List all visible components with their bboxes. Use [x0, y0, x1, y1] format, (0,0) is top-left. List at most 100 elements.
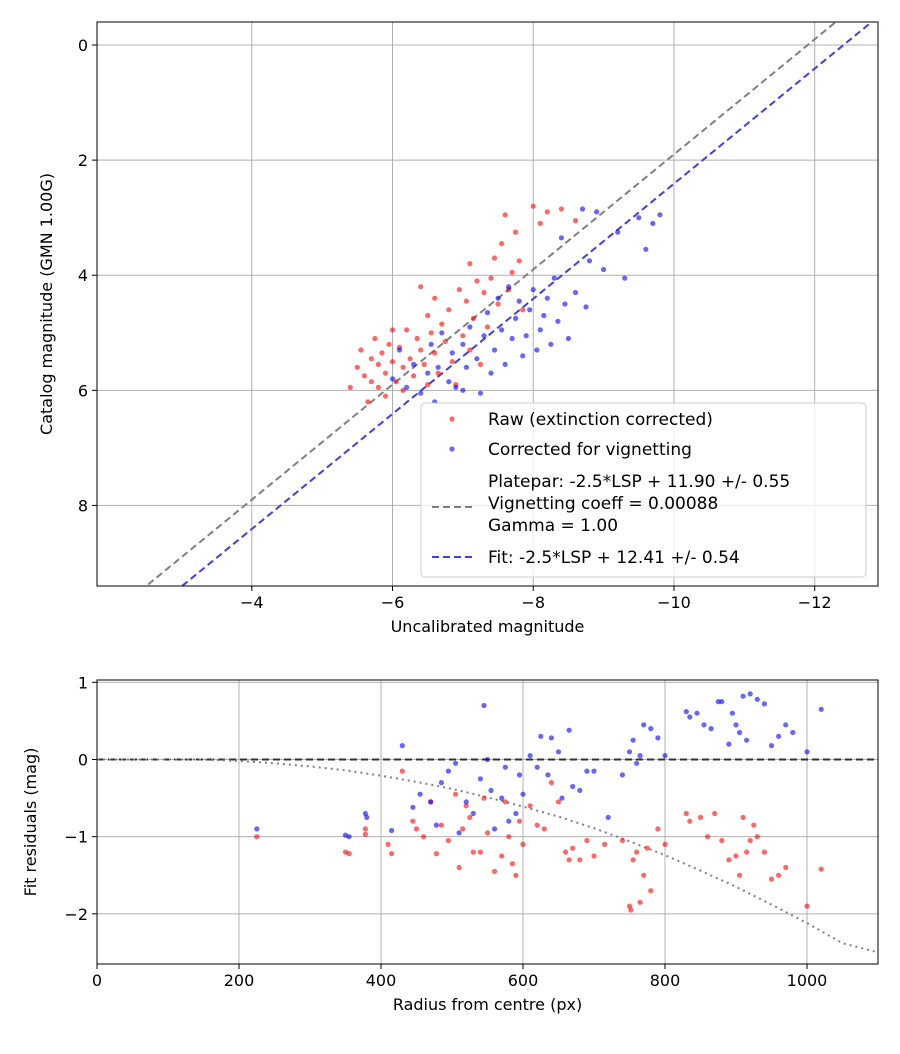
- legend-label: Corrected for vignetting: [488, 440, 692, 460]
- data-point: [563, 849, 569, 855]
- data-point: [516, 298, 522, 304]
- data-point: [523, 333, 529, 339]
- data-point: [445, 768, 451, 774]
- data-point: [481, 795, 487, 801]
- data-point: [499, 241, 505, 247]
- data-point: [361, 373, 367, 379]
- data-point: [421, 834, 427, 840]
- data-point: [432, 295, 438, 301]
- plot-area: [144, 22, 874, 586]
- data-point: [513, 315, 519, 321]
- data-point: [364, 814, 370, 821]
- data-point: [697, 814, 704, 821]
- data-point: [396, 347, 403, 353]
- data-point: [726, 741, 732, 747]
- data-point: [477, 849, 483, 855]
- data-point: [708, 726, 714, 732]
- data-point: [804, 903, 810, 909]
- data-point: [527, 803, 533, 809]
- data-point: [648, 888, 654, 894]
- data-point: [636, 215, 642, 221]
- data-point: [481, 333, 487, 339]
- data-point: [439, 330, 445, 336]
- data-point: [662, 753, 668, 759]
- data-point: [545, 772, 551, 778]
- data-point: [701, 722, 707, 728]
- data-point: [594, 209, 600, 215]
- data-point: [467, 324, 473, 330]
- data-point: [404, 384, 410, 390]
- data-point: [346, 851, 352, 857]
- data-point: [776, 872, 782, 878]
- data-point: [558, 206, 565, 212]
- data-point: [737, 872, 743, 878]
- data-point: [362, 831, 368, 837]
- data-point: [570, 783, 576, 790]
- data-point: [488, 370, 494, 376]
- x-axis-label: Uncalibrated magnitude: [391, 617, 585, 636]
- data-point: [379, 350, 385, 356]
- y-tick-label: 6: [78, 381, 88, 400]
- data-point: [404, 327, 410, 333]
- data-point: [516, 818, 523, 824]
- data-point: [470, 810, 476, 817]
- data-point: [534, 822, 540, 828]
- data-point: [583, 304, 589, 310]
- data-point: [456, 864, 462, 871]
- data-point: [584, 768, 590, 774]
- data-point: [630, 857, 636, 863]
- data-point: [630, 737, 636, 743]
- data-point: [541, 312, 547, 319]
- data-point: [438, 780, 444, 786]
- data-point: [737, 729, 743, 736]
- data-point: [687, 818, 693, 824]
- data-point: [460, 826, 466, 832]
- data-point: [491, 347, 498, 353]
- data-point: [544, 295, 550, 301]
- data-point: [502, 799, 508, 805]
- data-point: [747, 691, 753, 697]
- data-point: [414, 335, 420, 342]
- data-point: [577, 787, 583, 794]
- data-point: [705, 834, 711, 840]
- data-point: [254, 834, 260, 840]
- data-point: [375, 384, 381, 390]
- data-point: [446, 307, 452, 313]
- data-point: [467, 814, 473, 821]
- data-point: [520, 791, 526, 797]
- y-tick-label: 4: [78, 266, 88, 285]
- data-point: [534, 764, 540, 770]
- data-point: [375, 361, 381, 367]
- data-point: [413, 826, 420, 832]
- data-point: [358, 347, 364, 353]
- data-point: [516, 258, 522, 264]
- data-point: [467, 347, 473, 353]
- data-point: [783, 722, 789, 728]
- data-point: [502, 212, 508, 218]
- data-point: [548, 341, 554, 347]
- data-point: [761, 849, 768, 855]
- data-point: [579, 206, 586, 212]
- data-point: [726, 857, 732, 863]
- data-point: [425, 382, 431, 388]
- data-point: [566, 857, 572, 863]
- data-point: [655, 735, 661, 741]
- data-point: [460, 387, 466, 393]
- data-point: [484, 324, 491, 330]
- data-point: [399, 743, 405, 749]
- data-point: [733, 853, 739, 859]
- data-point: [541, 826, 547, 832]
- data-point: [506, 818, 512, 824]
- data-point: [418, 347, 424, 353]
- data-point: [591, 853, 597, 859]
- x-tick-label: −12: [798, 593, 832, 612]
- y-tick-label: −2: [64, 905, 88, 924]
- legend-label-line: Corrected for vignetting: [488, 440, 692, 460]
- data-point: [399, 768, 405, 774]
- data-point: [417, 791, 423, 797]
- data-point: [499, 795, 505, 801]
- data-point: [460, 341, 466, 347]
- data-point: [768, 876, 775, 882]
- data-point: [432, 350, 438, 356]
- data-point: [474, 356, 480, 362]
